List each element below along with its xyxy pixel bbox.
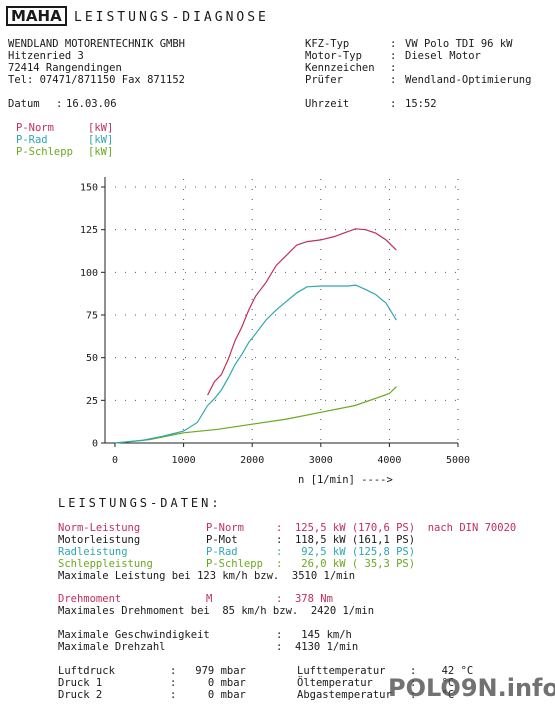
series-line-p-norm bbox=[207, 228, 397, 396]
series-line-prad-low bbox=[114, 405, 209, 444]
lufttemp-label: Lufttemperatur bbox=[297, 665, 386, 677]
motor-value: Diesel Motor bbox=[405, 50, 481, 62]
kfz-value: VW Polo TDI 96 kW bbox=[405, 38, 513, 50]
x-tick-label: 5000 bbox=[446, 455, 470, 466]
power-chart: 0 25 50 75 100 125 150 0 1000 2000 3000 4000 5000 bbox=[80, 177, 470, 467]
data-row-symbol: P-Schlepp bbox=[206, 558, 263, 570]
oeltemp-value: : °C bbox=[410, 677, 455, 689]
kennzeichen-label: Kennzeichen bbox=[305, 62, 375, 74]
kfz-colon: : bbox=[390, 38, 397, 50]
x-tick-label: 3000 bbox=[309, 455, 333, 466]
druck1-label: Druck 1 bbox=[58, 677, 103, 689]
legend-prad-unit: [kW] bbox=[88, 134, 114, 146]
company-street: Hitzenried 3 bbox=[8, 50, 84, 62]
oeltemp-label: Öltemperatur bbox=[297, 677, 373, 689]
data-row-symbol: P-Norm bbox=[206, 522, 244, 534]
motor-label: Motor-Typ bbox=[305, 50, 362, 62]
pruefer-label: Prüfer bbox=[305, 74, 343, 86]
uhrzeit-value: 15:52 bbox=[405, 98, 437, 110]
druck1-value: : 0 mbar bbox=[170, 677, 246, 689]
kfz-label: KFZ-Typ bbox=[305, 38, 350, 50]
datum-colon: : bbox=[56, 98, 63, 110]
chart-grid bbox=[115, 179, 459, 443]
company-city: 72414 Rangendingen bbox=[8, 62, 122, 74]
druck2-value: : 0 mbar bbox=[170, 689, 246, 701]
abgas-value: : °C bbox=[410, 689, 455, 701]
chart-ticks: 0 25 50 75 100 125 150 0 1000 2000 3000 4000 5000 bbox=[80, 183, 470, 467]
nmax-value: : 4130 1/min bbox=[276, 641, 359, 653]
legend-pnorm-unit: [kW] bbox=[88, 122, 114, 134]
legend-pschlepp-label: P-Schlepp bbox=[16, 146, 73, 158]
vmax-label: Maximale Geschwindigkeit bbox=[58, 629, 210, 641]
data-row-label: Schleppleistung bbox=[58, 558, 153, 570]
data-row-label: Motorleistung bbox=[58, 534, 141, 546]
x-tick-label: 4000 bbox=[377, 455, 401, 466]
y-tick-label: 75 bbox=[86, 311, 98, 322]
legend-pnorm-label: P-Norm bbox=[16, 122, 54, 134]
y-tick-label: 0 bbox=[92, 439, 98, 450]
luftdruck-label: Luftdruck bbox=[58, 665, 115, 677]
uhrzeit-colon: : bbox=[390, 98, 397, 110]
x-axis-label: n [1/min] ----> bbox=[298, 474, 393, 486]
max-torque-line: Maximales Drehmoment bei 85 km/h bzw. 24… bbox=[58, 605, 375, 617]
torque-value: : 378 Nm bbox=[276, 593, 333, 605]
kennzeichen-colon: : bbox=[390, 62, 397, 74]
polo9n-watermark: POLO9N.info bbox=[388, 674, 555, 702]
uhrzeit-label: Uhrzeit bbox=[305, 98, 350, 110]
y-tick-label: 150 bbox=[80, 183, 98, 194]
datum-label: Datum bbox=[8, 98, 40, 110]
company-name: WENDLAND MOTORENTECHNIK GMBH bbox=[8, 38, 186, 50]
motor-colon: : bbox=[390, 50, 397, 62]
y-tick-label: 100 bbox=[80, 268, 98, 279]
data-section-title: LEISTUNGS-DATEN: bbox=[58, 496, 222, 510]
vmax-value: : 145 km/h bbox=[276, 629, 352, 641]
series-line-p-schlepp bbox=[114, 386, 397, 444]
data-row-value: : 125,5 kW (170,6 PS) nach DIN 70020 bbox=[276, 522, 517, 534]
nmax-label: Maximale Drehzahl bbox=[58, 641, 166, 653]
x-tick-label: 0 bbox=[112, 455, 118, 466]
druck2-label: Druck 2 bbox=[58, 689, 103, 701]
data-row-symbol: P-Rad bbox=[206, 546, 238, 558]
pruefer-value: Wendland-Optimierung bbox=[405, 74, 532, 86]
max-power-line: Maximale Leistung bei 123 km/h bzw. 3510… bbox=[58, 570, 356, 582]
y-tick-label: 25 bbox=[86, 396, 98, 407]
chart-axes bbox=[104, 177, 458, 444]
chart-lines bbox=[114, 228, 397, 444]
torque-label: Drehmoment bbox=[58, 593, 122, 605]
datum-value: 16.03.06 bbox=[66, 98, 117, 110]
x-tick-label: 1000 bbox=[172, 455, 196, 466]
company-phone: Tel: 07471/871150 Fax 871152 bbox=[8, 74, 186, 86]
data-row-label: Radleistung bbox=[58, 546, 128, 558]
page-title: LEISTUNGS-DIAGNOSE bbox=[74, 10, 269, 25]
luftdruck-value: : 979 mbar bbox=[170, 665, 246, 677]
y-tick-label: 125 bbox=[80, 225, 98, 236]
series-line-p-rad bbox=[207, 284, 397, 406]
legend-prad-label: P-Rad bbox=[16, 134, 48, 146]
data-row-value: : 118,5 kW (161,1 PS) bbox=[276, 534, 416, 546]
y-tick-label: 50 bbox=[86, 353, 98, 364]
data-row-value: : 26,0 kW ( 35,3 PS) bbox=[276, 558, 416, 570]
data-row-label: Norm-Leistung bbox=[58, 522, 141, 534]
legend-pschlepp-unit: [kW] bbox=[88, 146, 114, 158]
data-row-symbol: P-Mot bbox=[206, 534, 238, 546]
lufttemp-value: : 42 °C bbox=[410, 665, 474, 677]
abgas-label: Abgastemperatur bbox=[297, 689, 392, 701]
maha-logo: MAHA bbox=[6, 6, 67, 26]
pruefer-colon: : bbox=[390, 74, 397, 86]
x-tick-label: 2000 bbox=[240, 455, 264, 466]
data-row-value: : 92,5 kW (125,8 PS) bbox=[276, 546, 416, 558]
torque-symbol: M bbox=[206, 593, 213, 605]
